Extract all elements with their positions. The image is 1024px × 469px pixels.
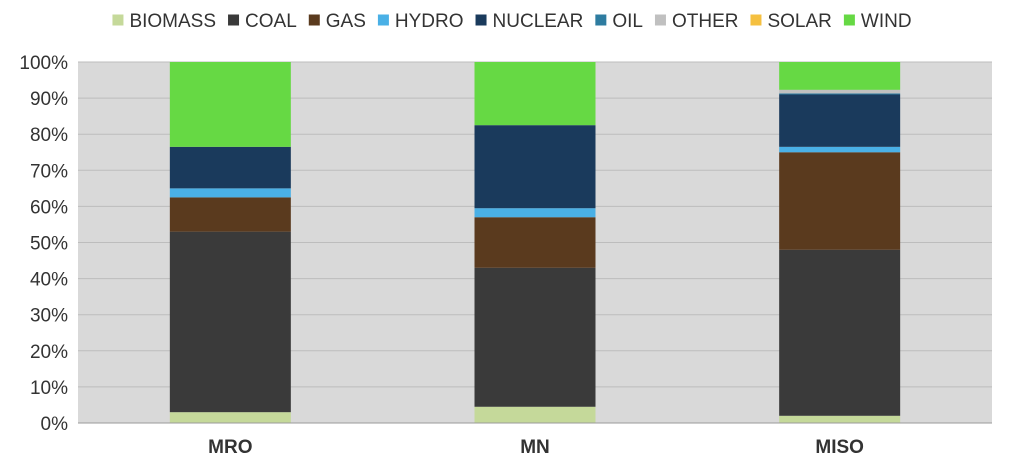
legend-label: WIND xyxy=(861,11,912,32)
y-tick-label: 80% xyxy=(30,125,68,146)
y-tick-label: 40% xyxy=(30,270,68,291)
legend-item-biomass: BIOMASS xyxy=(112,11,216,32)
bar-segment-miso-biomass xyxy=(779,415,901,423)
y-tick-label: 10% xyxy=(30,378,68,399)
bar-segment-miso-nuclear xyxy=(779,94,901,147)
legend-swatch xyxy=(228,14,240,26)
y-axis: 0% 10% 20% 30% 40% 50% 60% 70% 80% 90% 100% xyxy=(19,53,68,435)
legend-swatch xyxy=(377,14,389,26)
y-tick-label: 50% xyxy=(30,234,68,255)
legend-swatch xyxy=(595,14,607,26)
y-tick-label: 30% xyxy=(30,306,68,327)
bar-segment-miso-coal xyxy=(779,249,901,416)
legend-label: NUCLEAR xyxy=(493,11,584,32)
bar-segment-miso-gas xyxy=(779,152,901,250)
bar-segment-mro-gas xyxy=(169,197,291,232)
bar-segment-mro-nuclear xyxy=(169,146,291,189)
bar-segment-miso-wind xyxy=(779,62,901,90)
legend-item-solar: SOLAR xyxy=(750,11,832,32)
bar-segment-mn-gas xyxy=(474,217,596,268)
legend-item-nuclear: NUCLEAR xyxy=(475,11,584,32)
legend-item-gas: GAS xyxy=(308,11,366,32)
legend-label: SOLAR xyxy=(767,11,831,32)
legend-swatch xyxy=(475,14,487,26)
bar-stack-miso xyxy=(779,62,901,423)
bar-segment-mn-coal xyxy=(474,267,596,407)
bar-stack-mn xyxy=(474,62,596,423)
legend-swatch xyxy=(654,14,666,26)
x-tick-label: MISO xyxy=(815,437,864,458)
legend-item-oil: OIL xyxy=(595,11,643,32)
bar-segment-mro-biomass xyxy=(169,412,291,423)
legend-item-wind: WIND xyxy=(843,11,912,32)
bar-segment-miso-hydro xyxy=(779,146,901,153)
legend-item-coal: COAL xyxy=(228,11,297,32)
legend-item-hydro: HYDRO xyxy=(377,11,464,32)
legend-label: OTHER xyxy=(672,11,739,32)
y-tick-label: 90% xyxy=(30,89,68,110)
y-tick-label: 60% xyxy=(30,197,68,218)
legend-item-other: OTHER xyxy=(654,11,739,32)
bar-segment-miso-oil xyxy=(779,93,901,95)
legend-label: HYDRO xyxy=(395,11,464,32)
bar-stack-mro xyxy=(169,62,291,423)
bar-segment-mn-wind xyxy=(474,62,596,126)
x-axis: MRO MN MISO xyxy=(78,422,992,458)
bars xyxy=(169,62,901,423)
legend: BIOMASS COAL GAS HYDRO NUCLEAR OIL OTHER SOLAR W… xyxy=(112,11,912,32)
legend-label: GAS xyxy=(326,11,366,32)
legend-label: OIL xyxy=(612,11,643,32)
bar-segment-mn-nuclear xyxy=(474,125,596,209)
bar-segment-mn-biomass xyxy=(474,406,596,423)
legend-swatch xyxy=(308,14,320,26)
y-tick-label: 100% xyxy=(19,53,68,74)
legend-label: BIOMASS xyxy=(129,11,216,32)
bar-segment-mro-coal xyxy=(169,231,291,413)
x-tick-label: MN xyxy=(520,437,550,458)
legend-swatch xyxy=(843,14,855,26)
legend-swatch xyxy=(112,14,124,26)
bar-segment-mn-hydro xyxy=(474,208,596,218)
y-tick-label: 0% xyxy=(41,414,69,435)
y-tick-label: 20% xyxy=(30,342,68,363)
x-tick-label: MRO xyxy=(208,437,252,458)
legend-label: COAL xyxy=(245,11,297,32)
bar-segment-mro-hydro xyxy=(169,188,291,198)
bar-segment-miso-other xyxy=(779,89,901,94)
legend-swatch xyxy=(750,14,762,26)
bar-segment-mro-wind xyxy=(169,62,291,147)
y-tick-label: 70% xyxy=(30,161,68,182)
